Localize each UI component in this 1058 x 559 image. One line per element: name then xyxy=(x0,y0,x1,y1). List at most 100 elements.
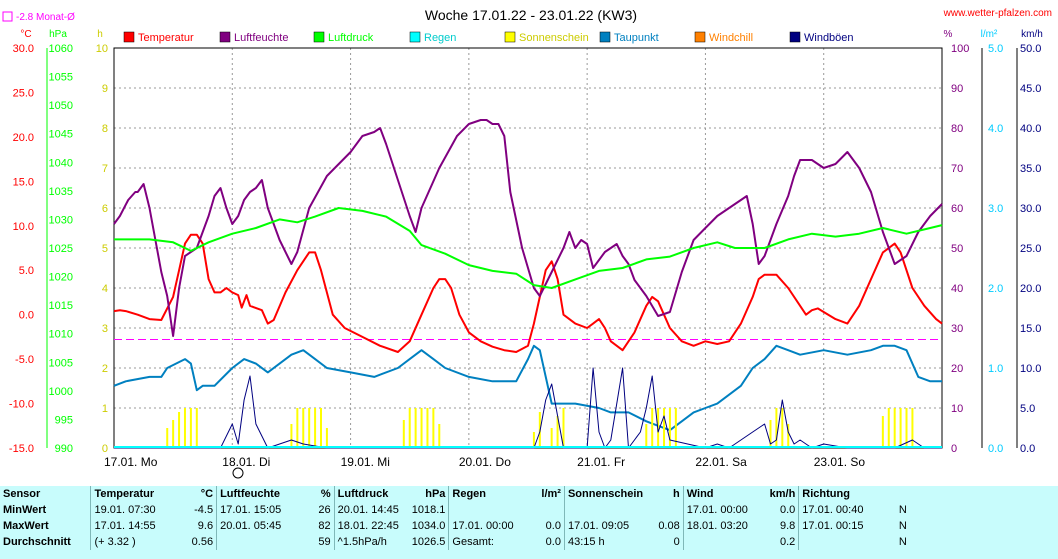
legend: Temperatur Luftfeuchte Luftdruck Regen Sonne… xyxy=(123,31,854,44)
sunshine-bar xyxy=(645,424,648,448)
sunshine-bar xyxy=(556,416,559,448)
rain-time: 17.01. 00:00 xyxy=(448,518,528,534)
sunshine-bar xyxy=(899,408,902,448)
sunshine-bar xyxy=(325,428,328,448)
wind-tick-label: 5.0 xyxy=(1020,403,1035,415)
sunshine-bar xyxy=(402,420,405,448)
sun-tick-label: 5 xyxy=(102,243,108,255)
hum-time: 17.01. 15:05 xyxy=(216,502,308,518)
series xyxy=(113,119,943,449)
sun-tick-label: 10 xyxy=(96,43,108,55)
humidity-tick-label: 60 xyxy=(951,203,963,215)
sun-value: 0.08 xyxy=(658,520,680,532)
series-line-temperatur xyxy=(113,233,943,353)
sunshine-bar xyxy=(314,408,317,448)
hdr-sun: Sonnenschein xyxy=(563,486,647,502)
temp-tick-label: 20.0 xyxy=(13,132,34,144)
pressure-tick-label: 1045 xyxy=(49,129,73,141)
rain-tick-label: 2.0 xyxy=(988,283,1003,295)
chart-title: Woche 17.01.22 - 23.01.22 (KW3) xyxy=(425,7,637,23)
temp-tick-label: 30.0 xyxy=(13,43,34,55)
site-link[interactable]: www.wetter-pfalzen.com xyxy=(943,8,1052,19)
sun-time: 17.01. 09:05 xyxy=(563,518,647,534)
sunshine-bar xyxy=(668,408,671,448)
stats-header-row: Sensor Temperatur °C Luftfeuchte % Luftd… xyxy=(0,486,916,502)
sun-tick-label: 9 xyxy=(102,83,108,95)
legend-label: Luftfeuchte xyxy=(234,32,288,44)
wind-tick-label: 35.0 xyxy=(1020,163,1041,175)
row-label: Durchschnitt xyxy=(3,536,71,548)
temp-tick-label: 15.0 xyxy=(13,176,34,188)
sun-tick-label: 6 xyxy=(102,203,108,215)
hum-value: 26 xyxy=(318,504,331,516)
temp-value: 0.56 xyxy=(191,536,214,548)
sun-time xyxy=(563,502,647,518)
humidity-tick-label: 70 xyxy=(951,163,963,175)
wind-tick-label: 50.0 xyxy=(1020,43,1041,55)
temp-tick-label: -5.0 xyxy=(15,354,34,366)
stats-row-max: MaxWert 17.01. 14:55 9.6 20.01. 05:45 82… xyxy=(0,518,916,534)
wind-tick-label: 40.0 xyxy=(1020,123,1041,135)
hdr-hum: Luftfeuchte xyxy=(216,486,308,502)
humidity-tick-label: 10 xyxy=(951,403,963,415)
sunshine-bar xyxy=(562,408,565,448)
wind-time: 17.01. 00:00 xyxy=(682,502,763,518)
sunshine-bar xyxy=(651,408,654,448)
legend-label: Windböen xyxy=(804,32,854,44)
pressure-tick-label: 1025 xyxy=(49,243,73,255)
legend-swatch xyxy=(123,31,135,43)
sunshine-bar xyxy=(408,408,411,448)
rain-value: 0.0 xyxy=(545,536,561,548)
temp-tick-label: -15.0 xyxy=(9,443,34,455)
sun-tick-label: 4 xyxy=(102,283,108,295)
dir-value: N xyxy=(898,536,907,548)
sunshine-bar xyxy=(302,408,305,448)
hdr-hum-unit: % xyxy=(320,488,331,500)
sunshine-bar xyxy=(887,408,890,448)
dir-time xyxy=(798,534,890,550)
hdr-press-unit: hPa xyxy=(425,488,446,500)
hum-value: 82 xyxy=(318,520,331,532)
dir-time: 17.01. 00:40 xyxy=(798,502,890,518)
legend-label: Windchill xyxy=(709,32,753,44)
temp-tick-label: 5.0 xyxy=(19,265,34,277)
hdr-temp-unit: °C xyxy=(200,488,214,500)
humidity-tick-label: 30 xyxy=(951,323,963,335)
sunshine-bar xyxy=(781,408,784,448)
pressure-tick-label: 1015 xyxy=(49,300,73,312)
sunshine-bar xyxy=(420,408,423,448)
wind-tick-label: 15.0 xyxy=(1020,323,1041,335)
wind-value: 0.0 xyxy=(780,504,796,516)
press-value: 1026.5 xyxy=(411,536,446,548)
wind-value: 9.8 xyxy=(780,520,796,532)
x-tick-label: 18.01. Di xyxy=(222,455,270,469)
pressure-unit-label: hPa xyxy=(49,29,67,40)
stats-row-avg: Durchschnitt (+ 3.32 ) 0.56 59 ^1.5hPa/h… xyxy=(0,534,916,550)
pressure-tick-label: 1035 xyxy=(49,186,73,198)
sun-tick-label: 0 xyxy=(102,443,108,455)
temp-unit-label: °C xyxy=(20,29,31,40)
humidity-tick-label: 0 xyxy=(951,443,957,455)
hdr-sun-unit: h xyxy=(673,488,680,500)
series-line-luftdruck xyxy=(114,207,943,289)
sunshine-bar xyxy=(189,408,192,448)
wind-tick-label: 10.0 xyxy=(1020,363,1041,375)
sunshine-bar xyxy=(426,408,429,448)
temp-tick-label: 0.0 xyxy=(19,310,34,322)
sunshine-bar xyxy=(290,424,293,448)
wind-time xyxy=(682,534,763,550)
stats-row-min: MinWert 19.01. 07:30 -4.5 17.01. 15:05 2… xyxy=(0,502,916,518)
sunshine-bar xyxy=(674,408,677,448)
sunshine-bar xyxy=(775,408,778,448)
sun-tick-label: 7 xyxy=(102,163,108,175)
sun-time: 43:15 h xyxy=(563,534,647,550)
x-tick-label: 23.01. So xyxy=(814,455,866,469)
month-avg-label: -2.8 Monat-Ø xyxy=(16,12,75,23)
hum-time xyxy=(216,534,308,550)
legend-swatch xyxy=(313,31,325,43)
humidity-tick-label: 50 xyxy=(951,243,963,255)
x-tick-label: 21.01. Fr xyxy=(577,455,625,469)
humidity-tick-label: 100 xyxy=(951,43,969,55)
humidity-tick-label: 40 xyxy=(951,283,963,295)
sunshine-bar xyxy=(881,416,884,448)
